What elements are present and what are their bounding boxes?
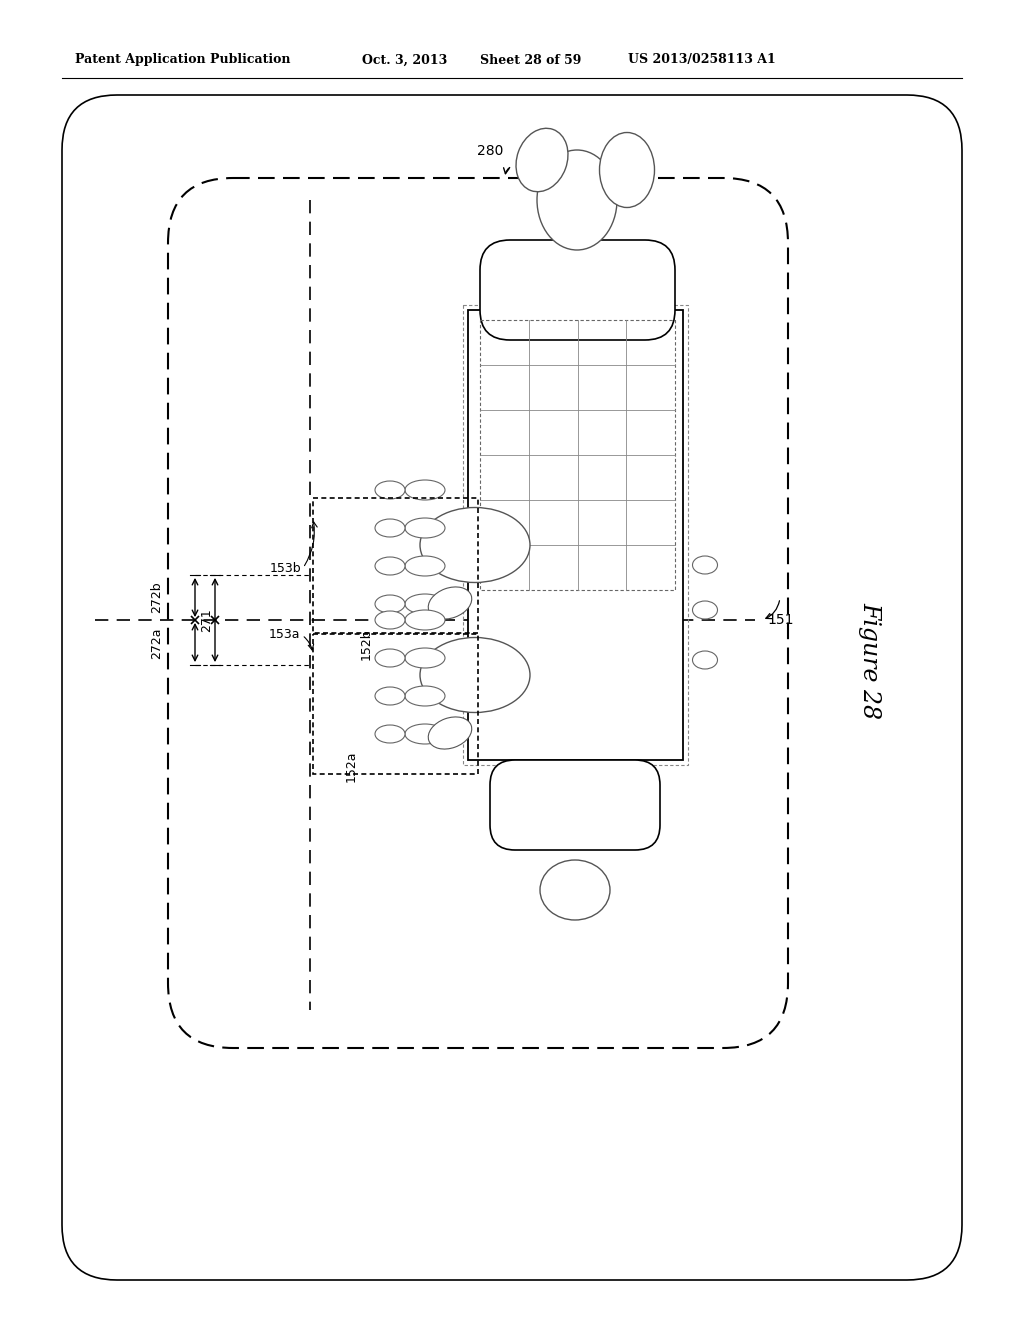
Ellipse shape (375, 480, 406, 499)
FancyBboxPatch shape (62, 95, 962, 1280)
FancyBboxPatch shape (480, 240, 675, 341)
Bar (313, 498, 478, 634)
Ellipse shape (406, 723, 445, 744)
Ellipse shape (420, 638, 530, 713)
Ellipse shape (406, 556, 445, 576)
Ellipse shape (375, 519, 406, 537)
FancyBboxPatch shape (490, 760, 660, 850)
Text: 152b: 152b (360, 628, 373, 660)
Ellipse shape (375, 686, 406, 705)
Bar (463, 305, 688, 766)
Ellipse shape (375, 557, 406, 576)
Ellipse shape (428, 587, 472, 619)
Ellipse shape (540, 861, 610, 920)
Ellipse shape (406, 648, 445, 668)
Text: 153a: 153a (268, 628, 300, 642)
Bar (480, 319, 675, 590)
Text: 272a: 272a (150, 627, 163, 659)
Ellipse shape (599, 132, 654, 207)
Text: Sheet 28 of 59: Sheet 28 of 59 (480, 54, 582, 66)
Text: Oct. 3, 2013: Oct. 3, 2013 (362, 54, 447, 66)
Ellipse shape (406, 480, 445, 500)
Ellipse shape (516, 128, 568, 191)
Ellipse shape (537, 150, 617, 249)
Ellipse shape (406, 594, 445, 614)
Ellipse shape (406, 517, 445, 539)
Ellipse shape (375, 611, 406, 630)
Ellipse shape (406, 686, 445, 706)
Ellipse shape (375, 725, 406, 743)
Ellipse shape (420, 507, 530, 582)
Text: 153b: 153b (269, 561, 301, 574)
Text: Patent Application Publication: Patent Application Publication (75, 54, 291, 66)
Ellipse shape (692, 651, 718, 669)
Text: 151: 151 (767, 612, 794, 627)
Ellipse shape (375, 649, 406, 667)
Bar (313, 634, 478, 774)
Text: 272b: 272b (150, 581, 163, 612)
Text: 271: 271 (200, 609, 213, 632)
Ellipse shape (692, 601, 718, 619)
Text: US 2013/0258113 A1: US 2013/0258113 A1 (628, 54, 776, 66)
Ellipse shape (406, 610, 445, 630)
Ellipse shape (428, 717, 472, 748)
Text: 280: 280 (477, 144, 503, 158)
Ellipse shape (375, 595, 406, 612)
Ellipse shape (692, 556, 718, 574)
Text: 152a: 152a (345, 750, 358, 781)
Bar (468, 310, 683, 760)
Text: Figure 28: Figure 28 (858, 602, 882, 718)
